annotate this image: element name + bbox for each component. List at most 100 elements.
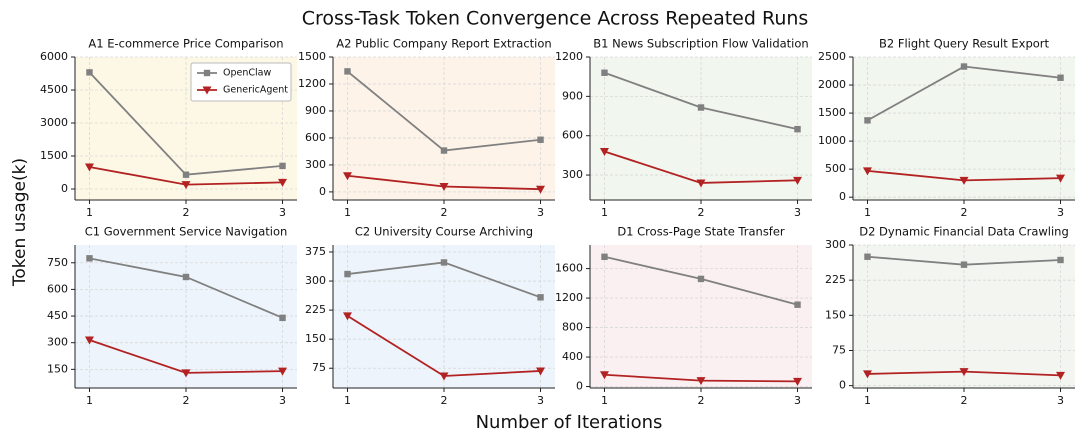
marker [278, 178, 288, 187]
marker [794, 301, 801, 308]
x-tick-label: 2 [441, 206, 448, 219]
x-tick-label: 1 [344, 206, 351, 219]
y-tick-label: 750 [47, 256, 68, 269]
legend-marker [203, 69, 211, 77]
x-tick-label: 2 [698, 394, 705, 407]
marker [794, 125, 801, 133]
marker [439, 372, 449, 381]
y-tick-label: 0 [61, 182, 68, 195]
subplot-title: B2 Flight Query Result Export [879, 37, 1050, 51]
marker [697, 104, 705, 111]
y-tick-label: 1600 [555, 262, 583, 275]
marker [537, 136, 544, 143]
y-tick-label: 600 [47, 282, 68, 295]
y-tick-label: 1000 [818, 134, 846, 147]
y-tick-label: 300 [825, 238, 846, 251]
y-tick-label: 600 [305, 131, 326, 144]
x-tick-label: 3 [279, 394, 286, 407]
y-tick-label: 1500 [298, 50, 326, 63]
marker [696, 377, 706, 386]
x-axis-label: Number of Iterations [476, 412, 663, 433]
y-tick-label: 900 [305, 104, 326, 117]
marker [278, 367, 288, 376]
marker [182, 273, 190, 281]
subplot-title: A2 Public Company Report Extraction [336, 37, 551, 51]
marker [342, 172, 352, 181]
y-tick-label: 400 [562, 350, 583, 363]
x-tick-label: 2 [698, 206, 705, 219]
marker [864, 117, 871, 124]
marker [1056, 174, 1066, 183]
figure-title: Cross-Task Token Convergence Across Repe… [302, 8, 809, 30]
marker [1056, 371, 1066, 380]
x-tick-label: 2 [183, 394, 190, 407]
y-tick-label: 1500 [40, 149, 68, 162]
marker [959, 368, 969, 377]
x-tick-label: 2 [441, 394, 448, 407]
y-tick-label: 800 [562, 321, 583, 334]
marker [1057, 74, 1064, 81]
marker [181, 181, 191, 190]
x-tick-label: 2 [961, 394, 968, 407]
x-tick-label: 1 [86, 394, 93, 407]
marker [536, 367, 546, 376]
marker [86, 255, 93, 262]
legend-label: OpenClaw [223, 68, 271, 79]
y-tick-label: 6000 [40, 50, 68, 63]
y-tick-label: 300 [47, 336, 68, 349]
y-tick-label: 225 [305, 303, 326, 316]
marker [439, 183, 449, 192]
marker [536, 185, 546, 194]
y-tick-label: 3000 [40, 116, 68, 129]
marker [599, 371, 609, 380]
subplot-title: C1 Government Service Navigation [85, 225, 288, 239]
y-tick-label: 500 [825, 162, 846, 175]
marker [279, 314, 286, 322]
x-tick-label: 1 [864, 206, 871, 219]
y-tick-label: 300 [305, 158, 326, 171]
x-tick-label: 3 [794, 206, 801, 219]
x-tick-label: 3 [537, 206, 544, 219]
y-tick-label: 600 [562, 129, 583, 142]
subplot-title: D1 Cross-Page State Transfer [617, 225, 785, 239]
y-tick-label: 300 [305, 274, 326, 287]
marker [793, 176, 803, 185]
y-tick-label: 75 [312, 361, 326, 374]
x-tick-label: 1 [601, 394, 608, 407]
x-tick-label: 3 [794, 394, 801, 407]
marker [86, 69, 93, 76]
subplot-title: A1 E-commerce Price Comparison [88, 37, 283, 51]
legend-marker [202, 86, 212, 95]
y-tick-label: 300 [562, 168, 583, 181]
y-tick-label: 0 [839, 190, 846, 203]
marker [793, 377, 803, 386]
marker [344, 270, 351, 278]
marker [537, 294, 544, 301]
marker [344, 68, 351, 75]
x-tick-label: 1 [864, 394, 871, 407]
marker [84, 336, 94, 345]
marker [959, 176, 969, 185]
x-tick-label: 3 [537, 394, 544, 407]
subplot-title: B1 News Subscription Flow Validation [593, 37, 808, 51]
marker [440, 259, 448, 266]
y-tick-label: 375 [305, 245, 326, 258]
marker [601, 253, 608, 260]
y-tick-label: 1200 [555, 50, 583, 63]
marker [342, 312, 352, 321]
marker [864, 253, 871, 260]
y-tick-label: 0 [576, 380, 583, 393]
legend-label: GenericAgent [223, 85, 288, 96]
y-tick-label: 4500 [40, 83, 68, 96]
y-tick-label: 2500 [818, 50, 846, 63]
y-tick-label: 0 [319, 185, 326, 198]
x-tick-label: 1 [344, 394, 351, 407]
y-tick-label: 75 [832, 343, 846, 356]
y-tick-label: 1200 [298, 77, 326, 90]
y-tick-label: 450 [47, 309, 68, 322]
marker [696, 179, 706, 188]
marker [601, 69, 608, 76]
y-axis-label: Token usage(k) [10, 158, 30, 287]
marker [697, 275, 705, 283]
